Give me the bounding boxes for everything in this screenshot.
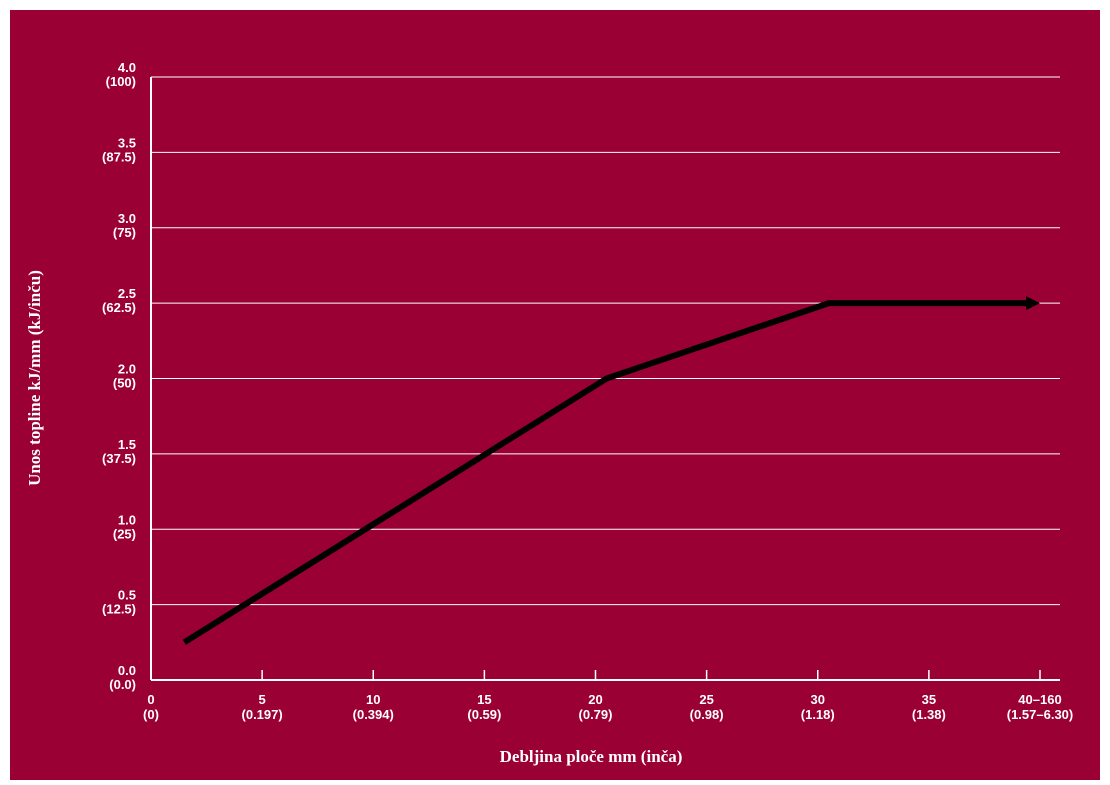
line-chart: 0.0(0.0) 0.5(12.5) 1.0(25) 1.5(37.5) 2.0(50)…: [25, 60, 1073, 766]
y-tick-label-4: 2.0: [118, 362, 136, 377]
axes: [150, 77, 1060, 681]
x-tick-sub-label-2: (0.394): [353, 707, 394, 722]
y-axis-title: Unos topline kJ/mm (kJ/inču): [25, 270, 44, 486]
series-end-arrow-0: [1026, 296, 1040, 311]
y-tick-sub-label-0: (0.0): [109, 677, 136, 692]
x-tick-label-4: 20: [588, 692, 602, 707]
y-tick-label-3: 1.5: [118, 437, 136, 452]
y-tick-sub-label-5: (62.5): [102, 300, 136, 315]
x-tick-label-8: 40–160: [1018, 692, 1061, 707]
x-axis-title: Debljina ploče mm (inča): [500, 747, 683, 766]
y-tick-sub-label-4: (50): [113, 376, 136, 391]
x-tick-sub-label-4: (0.79): [579, 707, 613, 722]
x-tick-sub-label-1: (0.197): [242, 707, 283, 722]
x-tick-label-0: 0: [147, 692, 154, 707]
x-tick-label-2: 10: [366, 692, 380, 707]
x-tick-label-5: 25: [699, 692, 713, 707]
x-tick-sub-label-8: (1.57–6.30): [1007, 707, 1074, 722]
x-tick-sub-label-6: (1.18): [801, 707, 835, 722]
grid-lines: [151, 76, 1060, 606]
y-tick-label-6: 3.0: [118, 211, 136, 226]
y-tick-label-7: 3.5: [118, 135, 136, 150]
x-tick-label-7: 35: [922, 692, 936, 707]
y-tick-label-8: 4.0: [118, 60, 136, 75]
x-tick-sub-label-3: (0.59): [467, 707, 501, 722]
x-tick-label-3: 15: [477, 692, 491, 707]
tick-labels: 0.0(0.0) 0.5(12.5) 1.0(25) 1.5(37.5) 2.0(50)…: [102, 60, 1073, 722]
y-tick-label-2: 1.0: [118, 512, 136, 527]
x-tick-sub-label-0: (0): [143, 707, 159, 722]
x-tick-label-1: 5: [259, 692, 266, 707]
y-tick-sub-label-2: (25): [113, 526, 136, 541]
series-line-0: [182, 300, 1030, 645]
x-tick-sub-label-5: (0.98): [690, 707, 724, 722]
y-tick-sub-label-6: (75): [113, 225, 136, 240]
x-tick-sub-label-7: (1.38): [912, 707, 946, 722]
chart-frame: 0.0 (0.0) 0.5 (12.5) 1.0 (25) 1.5 (37.5) 2.0 (50)…: [10, 10, 1100, 780]
y-tick-sub-label-3: (37.5): [102, 451, 136, 466]
y-tick-label-1: 0.5: [118, 588, 136, 603]
y-tick-label-5: 2.5: [118, 286, 136, 301]
y-tick-label-0: 0.0: [118, 663, 136, 678]
y-tick-sub-label-8: (100): [106, 74, 136, 89]
series-layer: [182, 296, 1040, 645]
y-tick-sub-label-1: (12.5): [102, 602, 136, 617]
y-tick-sub-label-7: (87.5): [102, 149, 136, 164]
x-tick-label-6: 30: [811, 692, 825, 707]
